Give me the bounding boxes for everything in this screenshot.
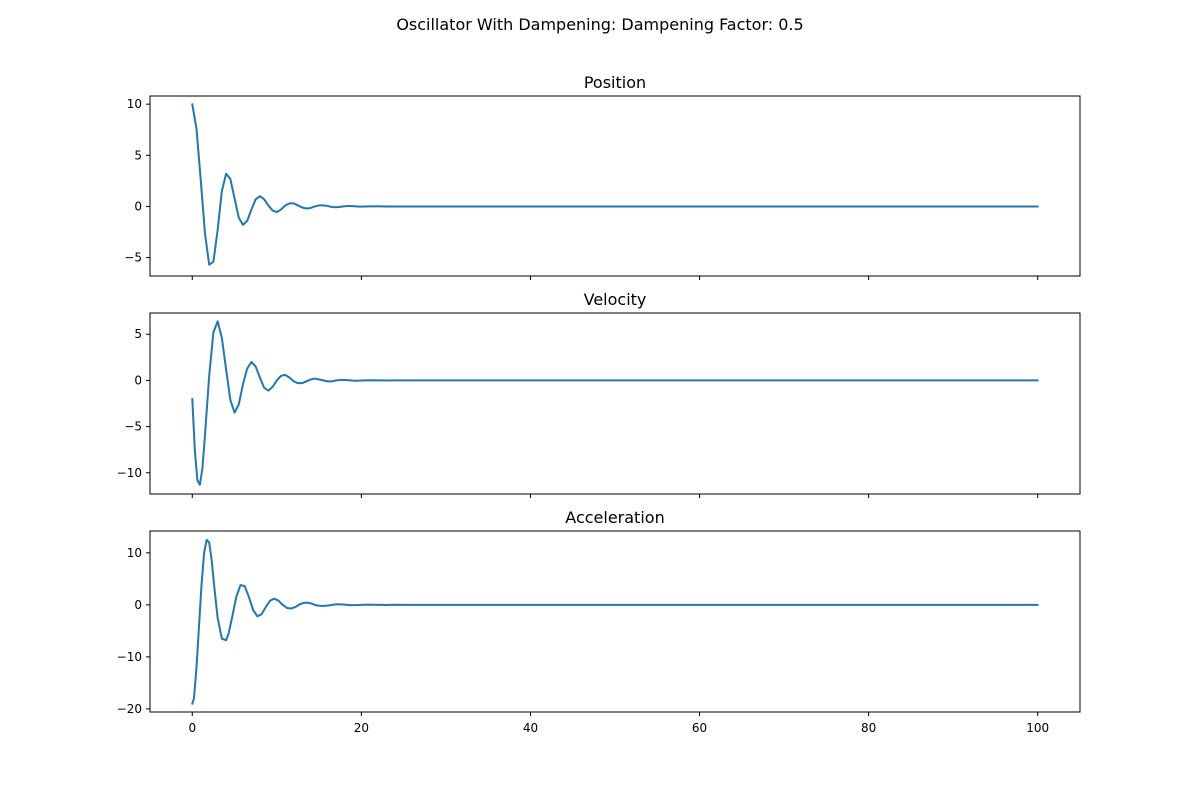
acceleration-xtick-label: 40 <box>523 721 538 735</box>
acceleration-axes-frame <box>149 530 1081 713</box>
acceleration-series-line <box>191 538 1039 705</box>
acceleration-xtick-label: 100 <box>1026 721 1049 735</box>
velocity-series-line <box>191 320 1039 486</box>
figure-suptitle: Oscillator With Dampening: Dampening Fac… <box>396 15 803 34</box>
velocity-ytick-label: 5 <box>134 327 142 341</box>
acceleration-ytick-label: 0 <box>134 598 142 612</box>
acceleration-xtick-label: 80 <box>861 721 876 735</box>
position-axes-frame <box>149 95 1081 277</box>
acceleration-xtick-label: 20 <box>354 721 369 735</box>
position-series-line <box>191 103 1039 266</box>
acceleration-ytick-label: 10 <box>127 546 142 560</box>
position-title: Position <box>584 73 646 92</box>
velocity-ytick-label: −10 <box>117 466 142 480</box>
position-axes: Position −5 0 5 10 <box>124 73 1081 280</box>
position-ytick-label: 0 <box>134 199 142 213</box>
velocity-axes-frame <box>149 312 1081 495</box>
acceleration-xtick-label: 0 <box>188 721 196 735</box>
velocity-title: Velocity <box>584 290 647 309</box>
velocity-ytick-label: 0 <box>134 373 142 387</box>
position-ytick-label: 5 <box>134 148 142 162</box>
position-ytick-label: 10 <box>127 97 142 111</box>
velocity-ytick-label: −5 <box>124 420 142 434</box>
acceleration-title: Acceleration <box>565 508 664 527</box>
acceleration-ytick-label: −20 <box>117 702 142 716</box>
acceleration-ytick-label: −10 <box>117 650 142 664</box>
acceleration-xtick-label: 60 <box>692 721 707 735</box>
position-ytick-label: −5 <box>124 251 142 265</box>
velocity-axes: Velocity −10 −5 0 5 <box>117 290 1081 498</box>
